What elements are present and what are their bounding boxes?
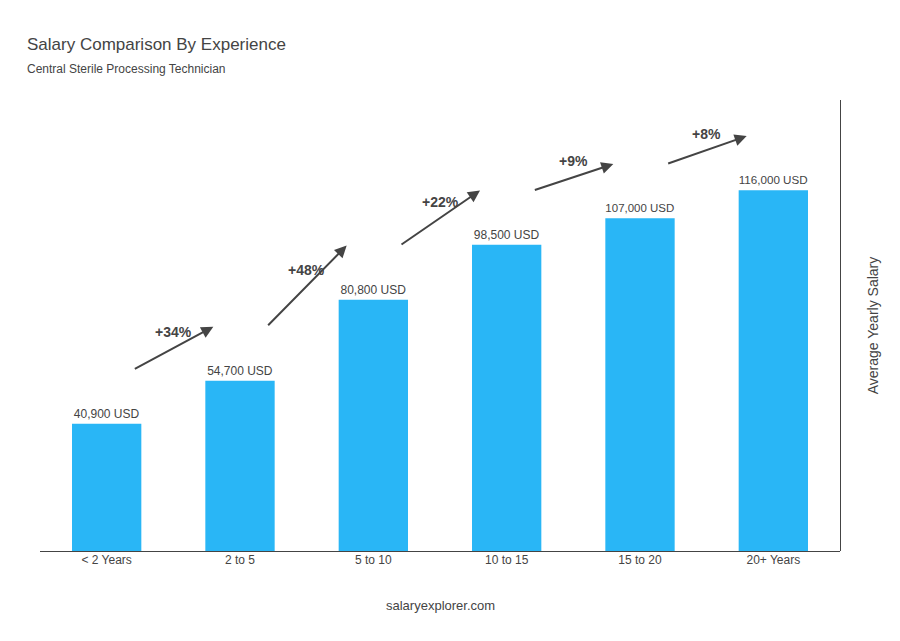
- svg-text:+48%: +48%: [288, 262, 325, 278]
- svg-text:107,000 USD: 107,000 USD: [605, 202, 674, 214]
- svg-text:54,700 USD: 54,700 USD: [207, 364, 273, 378]
- svg-text:5 to 10: 5 to 10: [355, 553, 392, 567]
- svg-text:15 to 20: 15 to 20: [618, 553, 662, 567]
- svg-text:+34%: +34%: [155, 324, 192, 340]
- svg-text:10 to 15: 10 to 15: [485, 553, 529, 567]
- svg-text:Salary Comparison By Experienc: Salary Comparison By Experience: [27, 35, 286, 54]
- svg-text:40,900 USD: 40,900 USD: [74, 407, 140, 421]
- svg-text:+9%: +9%: [559, 153, 588, 169]
- svg-text:< 2 Years: < 2 Years: [81, 553, 131, 567]
- svg-text:Average Yearly Salary: Average Yearly Salary: [865, 257, 881, 395]
- svg-text:+8%: +8%: [692, 126, 721, 142]
- svg-text:116,000 USD: 116,000 USD: [739, 173, 808, 186]
- svg-text:80,800 USD: 80,800 USD: [340, 283, 406, 297]
- svg-text:2 to 5: 2 to 5: [225, 553, 255, 567]
- svg-text:98,500 USD: 98,500 USD: [474, 228, 540, 242]
- svg-text:+22%: +22%: [422, 194, 459, 210]
- svg-text:salaryexplorer.com: salaryexplorer.com: [386, 598, 495, 613]
- svg-text:Central Sterile Processing Tec: Central Sterile Processing Technician: [27, 62, 226, 76]
- svg-text:20+ Years: 20+ Years: [746, 553, 800, 567]
